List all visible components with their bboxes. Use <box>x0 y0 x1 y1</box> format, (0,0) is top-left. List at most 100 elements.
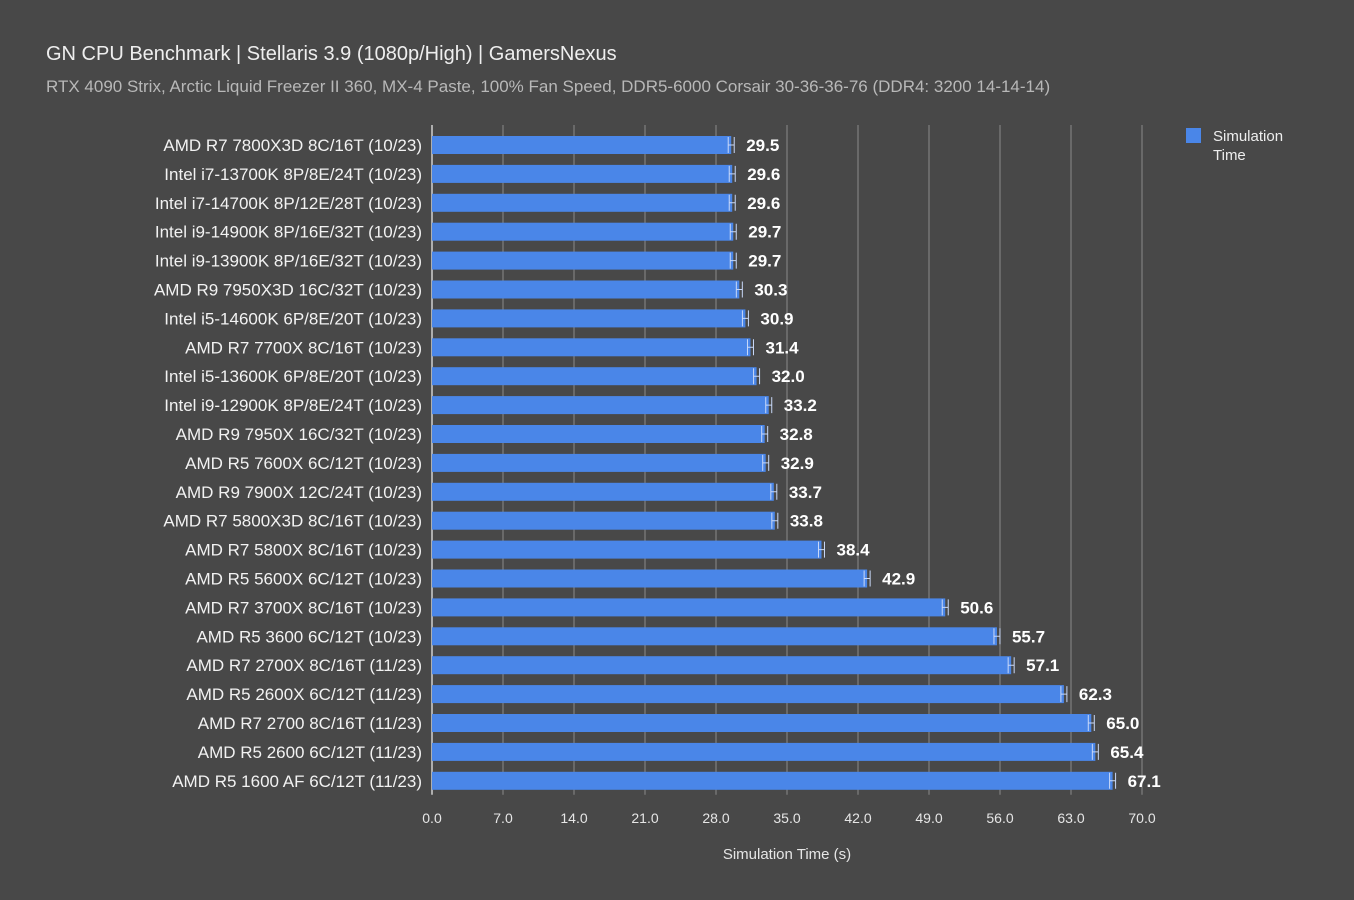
data-label: 32.9 <box>781 454 814 473</box>
category-label: AMD R7 7700X 8C/16T (10/23) <box>185 338 422 357</box>
data-label: 29.7 <box>748 252 781 271</box>
error-bar <box>941 599 949 616</box>
category-label: Intel i5-13600K 6P/8E/20T (10/23) <box>164 367 422 386</box>
bar <box>432 453 766 472</box>
error-bar <box>762 454 770 471</box>
error-bar <box>729 223 737 240</box>
bar <box>432 222 734 241</box>
error-bar <box>770 483 778 500</box>
data-label: 33.2 <box>784 396 817 415</box>
bar <box>432 627 997 646</box>
bar <box>432 569 868 588</box>
error-bar <box>728 194 736 211</box>
error-bar <box>746 339 754 356</box>
category-label: AMD R7 3700X 8C/16T (10/23) <box>185 598 422 617</box>
x-tick-label: 70.0 <box>1128 810 1155 826</box>
category-label: AMD R5 2600 6C/12T (11/23) <box>198 743 422 762</box>
category-label: AMD R7 2700X 8C/16T (11/23) <box>186 656 422 675</box>
data-label: 30.3 <box>754 281 787 300</box>
x-axis-title: Simulation Time (s) <box>723 846 851 863</box>
category-label: AMD R5 2600X 6C/12T (11/23) <box>186 685 422 704</box>
data-label: 42.9 <box>882 570 915 589</box>
category-label: AMD R7 2700 8C/16T (11/23) <box>198 714 422 733</box>
bar <box>432 540 822 559</box>
data-label: 29.7 <box>748 223 781 242</box>
data-label: 33.8 <box>790 512 823 531</box>
data-label: 57.1 <box>1026 656 1059 675</box>
error-bar <box>729 252 737 269</box>
data-label: 29.5 <box>746 136 779 155</box>
data-label: 32.0 <box>772 367 805 386</box>
bar <box>432 511 775 530</box>
x-tick-label: 7.0 <box>493 810 513 826</box>
error-bar <box>1060 686 1068 703</box>
x-tick-label: 35.0 <box>773 810 800 826</box>
data-label: 29.6 <box>747 194 780 213</box>
bar <box>432 193 733 212</box>
data-label: 38.4 <box>836 541 870 560</box>
bar <box>432 338 751 357</box>
bar <box>432 482 774 501</box>
category-label: AMD R7 5800X3D 8C/16T (10/23) <box>163 512 422 531</box>
error-bar <box>1087 715 1095 731</box>
data-label: 55.7 <box>1012 627 1045 646</box>
x-tick-label: 28.0 <box>702 810 729 826</box>
bar <box>432 742 1096 761</box>
x-tick-label: 63.0 <box>1057 810 1084 826</box>
error-bar <box>1109 772 1117 789</box>
data-label: 33.7 <box>789 483 822 502</box>
error-bar <box>993 628 1001 645</box>
category-label: AMD R9 7900X 12C/24T (10/23) <box>176 483 422 502</box>
error-bar <box>735 281 743 298</box>
category-label: Intel i7-14700K 8P/12E/28T (10/23) <box>155 194 422 213</box>
error-bar <box>727 137 735 153</box>
category-label: AMD R5 7600X 6C/12T (10/23) <box>185 454 422 473</box>
category-label: Intel i9-14900K 8P/16E/32T (10/23) <box>155 223 422 242</box>
x-tick-label: 14.0 <box>560 810 587 826</box>
error-bar <box>761 426 769 442</box>
category-label: Intel i7-13700K 8P/8E/24T (10/23) <box>164 165 422 184</box>
error-bar <box>753 368 761 385</box>
x-tick-label: 21.0 <box>631 810 658 826</box>
category-label: AMD R5 3600 6C/12T (10/23) <box>196 627 422 646</box>
category-label: AMD R7 5800X 8C/16T (10/23) <box>185 541 422 560</box>
bar <box>432 771 1113 790</box>
bar <box>432 714 1092 732</box>
bar <box>432 656 1012 675</box>
category-label: Intel i5-14600K 6P/8E/20T (10/23) <box>164 309 422 328</box>
data-label: 67.1 <box>1128 772 1161 791</box>
data-label: 50.6 <box>960 598 993 617</box>
category-label: Intel i9-13900K 8P/16E/32T (10/23) <box>155 252 422 271</box>
chart-title: GN CPU Benchmark | Stellaris 3.9 (1080p/… <box>46 43 617 65</box>
category-label: AMD R7 7800X3D 8C/16T (10/23) <box>163 136 422 155</box>
bar <box>432 685 1064 704</box>
data-label: 65.4 <box>1110 743 1144 762</box>
data-label: 29.6 <box>747 165 780 184</box>
error-bar <box>1007 657 1015 674</box>
error-bar <box>728 165 736 182</box>
data-label: 32.8 <box>780 425 813 444</box>
chart-subtitle: RTX 4090 Strix, Arctic Liquid Freezer II… <box>46 77 1051 96</box>
bar <box>432 425 765 443</box>
bar <box>432 280 740 299</box>
data-label: 31.4 <box>765 338 799 357</box>
bar <box>432 598 946 617</box>
x-tick-label: 42.0 <box>844 810 871 826</box>
data-label: 65.0 <box>1106 714 1139 733</box>
x-tick-label: 0.0 <box>422 810 442 826</box>
error-bar <box>771 512 779 529</box>
bar <box>432 251 734 270</box>
bar <box>432 396 769 415</box>
legend-swatch <box>1186 128 1201 143</box>
legend-label: Simulation Time <box>1213 128 1283 164</box>
error-bar <box>741 310 749 327</box>
x-tick-label: 56.0 <box>986 810 1013 826</box>
data-label: 30.9 <box>760 309 793 328</box>
bar <box>432 164 733 183</box>
data-label: 62.3 <box>1079 685 1112 704</box>
category-label: AMD R5 1600 AF 6C/12T (11/23) <box>172 772 422 791</box>
category-label: AMD R9 7950X 16C/32T (10/23) <box>176 425 422 444</box>
error-bar <box>817 541 825 558</box>
bar <box>432 136 732 154</box>
